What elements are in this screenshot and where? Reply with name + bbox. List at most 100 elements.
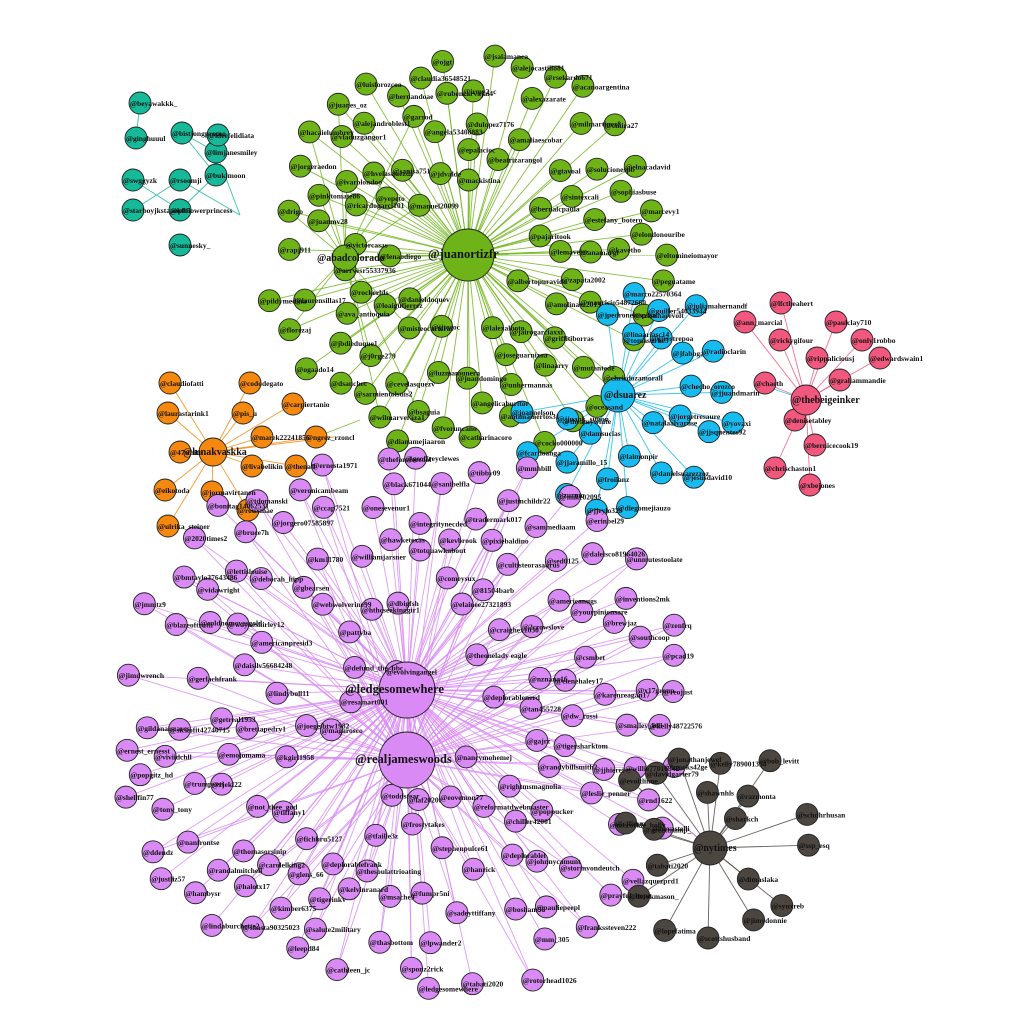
graph-node	[662, 613, 686, 637]
edge	[406, 520, 598, 691]
hub-node	[198, 437, 228, 467]
node-label: @carpiertanio	[283, 400, 330, 409]
graph-node	[622, 322, 646, 346]
node-label: @ledgesomewhere	[345, 682, 444, 696]
node-label: @chrisdozamorall	[604, 373, 663, 382]
node-label: @sanibelfla	[432, 480, 470, 489]
edge	[467, 86, 584, 256]
node-label: @shellfin77	[116, 793, 154, 802]
graph-node	[458, 425, 482, 449]
graph-node	[435, 81, 459, 105]
node-label: @radioclarin	[703, 347, 747, 356]
node-label: @fumpr5ni	[412, 889, 449, 898]
graph-node	[553, 668, 577, 692]
node-label: @drigo	[279, 207, 303, 216]
node-label: @pattyba	[340, 628, 372, 637]
node-label: @linaarry	[535, 361, 568, 370]
node-label: @jimydonnie	[744, 916, 788, 925]
graph-node	[721, 411, 745, 435]
node-label: @ernesta1971	[312, 461, 358, 470]
node-label: @zurmo	[557, 490, 585, 499]
edge	[617, 350, 714, 396]
node-label: @cevelasquezv	[387, 380, 435, 389]
edge	[442, 254, 469, 428]
graph-node	[596, 467, 619, 491]
node-label: @ideefelidiata	[208, 131, 254, 140]
node-label: @getreal1953	[212, 715, 256, 724]
node-label: @victorcasas	[345, 240, 387, 249]
graph-node	[868, 346, 892, 370]
graph-node	[622, 282, 646, 305]
node-label: @griffitiborras	[545, 334, 594, 343]
edge	[406, 636, 641, 691]
node-label: @bistjongpromo	[172, 129, 226, 138]
graph-node	[560, 268, 584, 292]
graph-node	[250, 425, 274, 449]
edge	[406, 636, 641, 761]
graph-node	[387, 84, 411, 108]
node-label: @veronicambeam	[290, 486, 349, 495]
graph-node	[753, 371, 777, 395]
node-label: @sharkch	[725, 815, 759, 824]
node-label: @tan455728	[521, 704, 561, 713]
graph-node	[338, 620, 362, 644]
node-label: @jbdieduque1	[331, 339, 378, 348]
graph-node	[486, 148, 510, 172]
hub-node	[600, 377, 636, 413]
node-label: @marco22570364	[624, 290, 681, 299]
graph-node	[354, 72, 378, 96]
graph-node	[307, 183, 331, 207]
node-label: @mm_305	[535, 935, 570, 944]
graph-node	[361, 496, 385, 519]
node-label: @starboyjkstapoplus	[123, 206, 191, 215]
graph-node	[628, 625, 652, 649]
node-label: @brooks42ge	[664, 762, 708, 771]
node-label: @elainee27321893	[452, 600, 511, 609]
graph-node	[306, 547, 330, 571]
edge	[306, 689, 408, 839]
graph-node	[617, 444, 641, 468]
node-label: @pinktomate86	[309, 191, 360, 200]
graph-node	[406, 788, 430, 812]
edge	[406, 577, 448, 761]
node-label: @ginghuuul	[126, 134, 166, 143]
node-label: @shawnhls	[697, 788, 734, 797]
graph-node	[553, 734, 577, 758]
hub-node	[441, 228, 495, 282]
edge	[256, 500, 408, 761]
node-label: @milmartinez8	[571, 119, 621, 128]
graph-node	[186, 666, 210, 690]
graph-node	[234, 520, 258, 544]
graph-node	[524, 515, 548, 538]
graph-node	[710, 380, 734, 404]
edge	[406, 689, 538, 862]
node-label: @ava_antioquia	[337, 309, 390, 318]
graph-node	[335, 169, 359, 193]
node-label: @jormavirtanen	[202, 488, 256, 497]
graph-node	[637, 788, 661, 812]
graph-node	[569, 111, 593, 135]
node-label: @jimdwrench	[118, 671, 164, 680]
node-label: @elondonouribe	[632, 230, 686, 239]
graph-node	[269, 896, 293, 920]
graph-node	[556, 407, 580, 431]
graph-node	[271, 800, 295, 824]
graph-node	[593, 682, 617, 706]
node-label: @prayful_hope	[601, 891, 652, 900]
graph-node	[350, 544, 374, 568]
graph-node	[156, 514, 180, 538]
edge	[300, 165, 469, 256]
graph-node	[465, 643, 489, 667]
node-label: @marek22241856	[252, 433, 310, 442]
graph-node	[308, 887, 332, 911]
edge	[187, 689, 408, 843]
edge	[467, 56, 496, 256]
edge	[566, 394, 619, 495]
node-label: @thebeigeinker	[792, 395, 860, 406]
node-label: @rjekl22	[212, 780, 242, 789]
node-label: @damsucias	[580, 429, 620, 438]
graph-node	[141, 840, 165, 864]
node-label: @paulclay710	[826, 318, 872, 327]
graph-node	[533, 353, 557, 377]
